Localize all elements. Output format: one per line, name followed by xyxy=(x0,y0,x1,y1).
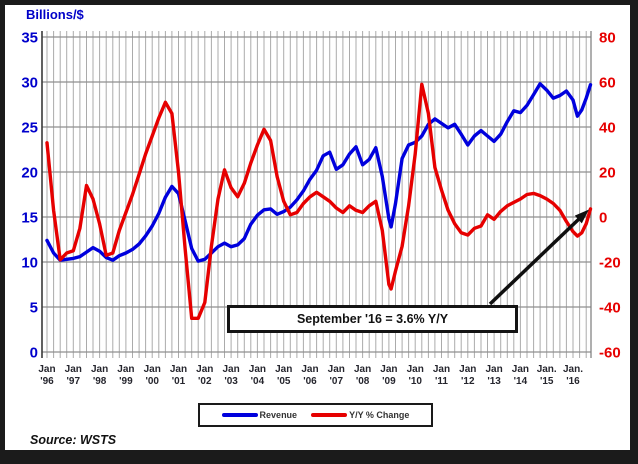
left-axis-tick: 35 xyxy=(21,30,38,47)
legend: Revenue Y/Y % Change xyxy=(198,403,433,427)
legend-item-revenue: Revenue xyxy=(221,410,298,420)
x-axis-tick-month: Jan xyxy=(222,364,239,375)
right-axis-tick: 40 xyxy=(599,120,616,137)
x-axis-tick-year: '14 xyxy=(514,376,528,387)
revenue-line xyxy=(45,82,593,263)
x-axis-tick-month: Jan xyxy=(354,364,371,375)
x-axis-tick-year: '08 xyxy=(356,376,370,387)
axis-tick-labels: 35302520151050806040200-20-40-60Jan'96Ja… xyxy=(21,30,620,388)
left-axis-tick: 15 xyxy=(21,210,38,227)
x-axis-tick-year: '03 xyxy=(224,376,238,387)
left-axis-title: Billions/$ xyxy=(26,7,84,22)
x-axis-tick-year: '97 xyxy=(67,376,81,387)
right-axis-tick: 20 xyxy=(599,165,616,182)
left-axis-tick: 20 xyxy=(21,165,38,182)
x-axis-tick-month: Jan xyxy=(485,364,502,375)
right-axis-tick: 60 xyxy=(599,75,616,92)
legend-item-yy-change: Y/Y % Change xyxy=(311,410,409,420)
x-axis-tick-year: '06 xyxy=(303,376,317,387)
x-axis-tick-month: Jan xyxy=(196,364,213,375)
legend-label-revenue: Revenue xyxy=(259,410,298,420)
x-axis-tick-month: Jan xyxy=(91,364,108,375)
x-axis-tick-year: '02 xyxy=(198,376,212,387)
x-axis-tick-year: '13 xyxy=(487,376,501,387)
annotation-arrow xyxy=(488,209,589,306)
legend-label-yy-change: Y/Y % Change xyxy=(349,410,410,420)
x-axis-tick-month: Jan xyxy=(65,364,82,375)
arrow-head-icon xyxy=(574,209,589,224)
x-axis-tick-year: '96 xyxy=(40,376,54,387)
yy-change-line xyxy=(45,82,593,320)
x-axis-tick-year: '12 xyxy=(461,376,475,387)
x-axis-tick-month: Jan xyxy=(301,364,318,375)
left-axis-tick: 30 xyxy=(21,75,38,92)
x-axis-tick-year: '98 xyxy=(93,376,107,387)
chart-background xyxy=(5,5,630,450)
annotation-callout: September '16 = 3.6% Y/Y xyxy=(227,305,518,333)
x-axis-tick-year: '99 xyxy=(119,376,133,387)
right-axis-tick: 80 xyxy=(599,30,616,47)
x-axis-tick-year: '10 xyxy=(408,376,422,387)
source-credit: Source: WSTS xyxy=(30,433,117,447)
x-axis-tick-month: Jan xyxy=(328,364,345,375)
x-axis-tick-year: '11 xyxy=(435,376,448,387)
x-axis-tick-month: Jan. xyxy=(563,364,583,375)
x-axis-tick-year: '04 xyxy=(251,376,265,387)
x-axis-tick-month: Jan xyxy=(407,364,424,375)
right-axis-tick: 0 xyxy=(599,210,607,227)
x-axis-tick-month: Jan xyxy=(249,364,266,375)
left-axis-tick: 25 xyxy=(21,120,38,137)
right-axis-tick: -60 xyxy=(599,345,621,362)
x-axis-tick-month: Jan xyxy=(170,364,187,375)
left-axis-tick: 0 xyxy=(30,345,38,362)
x-axis-tick-year: '07 xyxy=(330,376,344,387)
x-axis-tick-month: Jan xyxy=(38,364,55,375)
x-axis-tick-month: Jan xyxy=(459,364,476,375)
yy-change-line-swatch xyxy=(311,413,348,417)
x-axis-tick-year: '01 xyxy=(172,376,186,387)
x-axis-tick-year: '00 xyxy=(145,376,159,387)
x-axis-tick-month: Jan xyxy=(380,364,397,375)
x-axis-tick-year: '16 xyxy=(566,376,580,387)
revenue-line-swatch xyxy=(221,413,258,417)
x-axis-tick-month: Jan xyxy=(144,364,161,375)
x-axis-tick-month: Jan xyxy=(433,364,450,375)
x-axis-tick-month: Jan xyxy=(117,364,134,375)
right-axis-tick: -20 xyxy=(599,255,621,272)
left-axis-tick: 5 xyxy=(30,300,38,317)
x-axis-tick-month: Jan xyxy=(275,364,292,375)
series-lines xyxy=(45,82,593,320)
x-axis-tick-year: '09 xyxy=(382,376,396,387)
x-axis-tick-month: Jan. xyxy=(537,364,557,375)
arrow-shaft xyxy=(488,216,582,306)
x-axis-tick-month: Jan xyxy=(512,364,529,375)
left-axis-tick: 10 xyxy=(21,255,38,272)
x-axis-tick-year: '15 xyxy=(540,376,554,387)
x-axis-tick-year: '05 xyxy=(277,376,291,387)
annotation-text: September '16 = 3.6% Y/Y xyxy=(296,312,449,326)
right-axis-tick: -40 xyxy=(599,300,621,317)
